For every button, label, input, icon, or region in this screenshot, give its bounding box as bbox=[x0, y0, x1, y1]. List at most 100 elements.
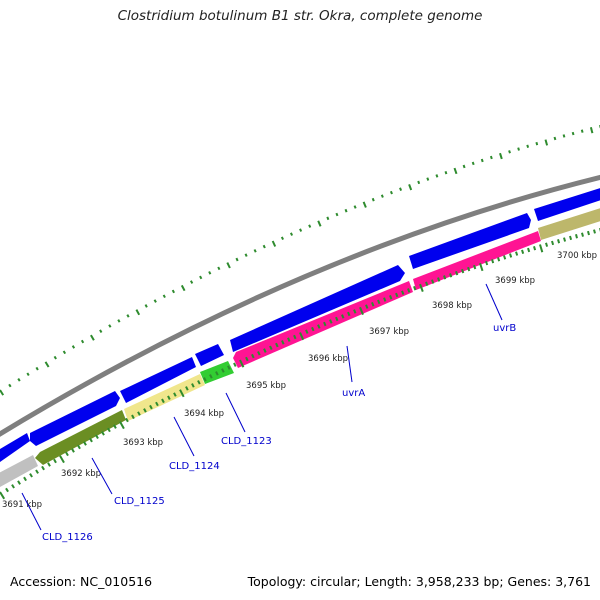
scale-tick-21 bbox=[125, 417, 129, 423]
scale-tick-53 bbox=[317, 324, 321, 329]
outer-tick-3 bbox=[26, 372, 30, 377]
scale-tick-0 bbox=[0, 491, 6, 500]
scale-tick-13 bbox=[77, 444, 81, 450]
scale-tick-71 bbox=[425, 281, 429, 287]
scale-tick-35 bbox=[209, 374, 213, 379]
outer-tick-52 bbox=[471, 161, 475, 166]
outer-tick-36 bbox=[326, 216, 330, 221]
scale-tick-73 bbox=[437, 277, 441, 282]
backbone-arc bbox=[0, 174, 600, 437]
outer-tick-22 bbox=[199, 275, 203, 280]
gene-labels: CLD_1126 CLD_1125 CLD_1124 CLD_1123 uvrA… bbox=[42, 323, 516, 543]
gene-label-cld1126: CLD_1126 bbox=[42, 532, 93, 543]
outer-tick-51 bbox=[462, 164, 466, 169]
outer-tick-45 bbox=[408, 184, 413, 191]
scale-label-3691: 3691 kbp bbox=[2, 500, 42, 510]
scale-tick-68 bbox=[407, 288, 411, 293]
outer-tick-49 bbox=[444, 170, 448, 175]
gene-label-leaders bbox=[21, 283, 503, 531]
leader-cld1125 bbox=[91, 457, 113, 495]
outer-tick-65 bbox=[589, 127, 594, 134]
outer-tick-30 bbox=[271, 240, 277, 247]
outer-tick-63 bbox=[571, 131, 575, 136]
outer-tick-24 bbox=[217, 266, 221, 271]
scale-tick-60 bbox=[359, 306, 364, 315]
outer-tick-59 bbox=[535, 141, 539, 146]
leader-cld1126 bbox=[21, 492, 42, 531]
scale-tick-16 bbox=[95, 434, 99, 439]
feature-forward-4 bbox=[195, 344, 224, 366]
feature-forward-5 bbox=[230, 265, 405, 352]
topology-summary: Topology: circular; Length: 3,958,233 bp… bbox=[247, 574, 591, 589]
outer-tick-18 bbox=[162, 294, 166, 299]
scale-tick-15 bbox=[89, 437, 93, 443]
scale-tick-58 bbox=[347, 311, 351, 317]
scale-tick-30 bbox=[179, 389, 185, 398]
scale-tick-87 bbox=[521, 249, 525, 255]
outer-tick-4 bbox=[35, 366, 39, 371]
scale-tick-65 bbox=[389, 295, 393, 300]
scale-tick-2 bbox=[11, 484, 15, 489]
outer-tick-12 bbox=[108, 324, 112, 328]
reverse-strand-track bbox=[0, 208, 600, 487]
outer-tick-47 bbox=[426, 177, 430, 181]
scale-tick-63 bbox=[377, 299, 381, 305]
scale-tick-48 bbox=[287, 337, 291, 342]
scale-tick-38 bbox=[227, 365, 231, 370]
scale-tick-54 bbox=[323, 321, 327, 327]
outer-tick-31 bbox=[280, 236, 285, 241]
scale-tick-84 bbox=[503, 255, 507, 260]
scale-tick-96 bbox=[575, 234, 578, 239]
scale-tick-37 bbox=[221, 368, 225, 373]
scale-tick-75 bbox=[449, 273, 453, 278]
scale-tick-40 bbox=[239, 359, 245, 368]
outer-tick-40 bbox=[362, 201, 367, 208]
scale-tick-3 bbox=[17, 480, 21, 485]
outer-tick-23 bbox=[208, 271, 212, 275]
outer-tick-20 bbox=[180, 284, 186, 292]
scale-tick-18 bbox=[107, 427, 111, 433]
scale-tick-69 bbox=[413, 285, 417, 291]
scale-tick-28 bbox=[167, 395, 171, 400]
scale-tick-29 bbox=[173, 392, 177, 397]
scale-label-3695: 3695 kbp bbox=[246, 381, 286, 391]
outer-tick-43 bbox=[389, 190, 393, 195]
outer-tick-10 bbox=[90, 334, 95, 341]
scale-tick-74 bbox=[443, 275, 447, 280]
outer-gc-ticks bbox=[0, 125, 600, 396]
outer-tick-38 bbox=[344, 208, 348, 213]
scale-tick-61 bbox=[365, 304, 369, 309]
outer-tick-19 bbox=[171, 289, 175, 294]
scale-tick-32 bbox=[191, 383, 195, 388]
scale-label-3694: 3694 kbp bbox=[184, 409, 224, 419]
scale-tick-77 bbox=[461, 268, 465, 274]
scale-tick-67 bbox=[401, 290, 405, 295]
scale-tick-62 bbox=[371, 302, 375, 307]
scale-tick-92 bbox=[551, 240, 555, 246]
scale-tick-25 bbox=[149, 404, 153, 410]
scale-tick-5 bbox=[29, 473, 33, 478]
outer-tick-48 bbox=[435, 174, 439, 178]
outer-tick-57 bbox=[517, 147, 520, 151]
gene-label-cld1123: CLD_1123 bbox=[221, 436, 272, 447]
gene-label-uvrA: uvrA bbox=[342, 388, 365, 399]
outer-tick-34 bbox=[308, 224, 312, 228]
scale-label-3698: 3698 kbp bbox=[432, 301, 472, 311]
outer-tick-26 bbox=[235, 257, 239, 262]
feature-forward-1 bbox=[0, 433, 30, 462]
scale-tick-46 bbox=[275, 342, 279, 348]
outer-tick-8 bbox=[71, 345, 76, 349]
scale-tick-52 bbox=[311, 326, 315, 332]
leader-cld1124 bbox=[173, 416, 195, 457]
scale-label-3692: 3692 kbp bbox=[61, 469, 101, 479]
scale-tick-23 bbox=[137, 411, 141, 416]
scale-tick-19 bbox=[113, 424, 117, 429]
feature-forward-3 bbox=[120, 357, 196, 403]
scale-tick-6 bbox=[35, 469, 39, 474]
scale-label-3699: 3699 kbp bbox=[495, 276, 535, 286]
outer-tick-58 bbox=[526, 144, 530, 148]
outer-tick-14 bbox=[126, 314, 130, 318]
outer-tick-35 bbox=[317, 220, 322, 227]
outer-tick-29 bbox=[262, 244, 266, 249]
